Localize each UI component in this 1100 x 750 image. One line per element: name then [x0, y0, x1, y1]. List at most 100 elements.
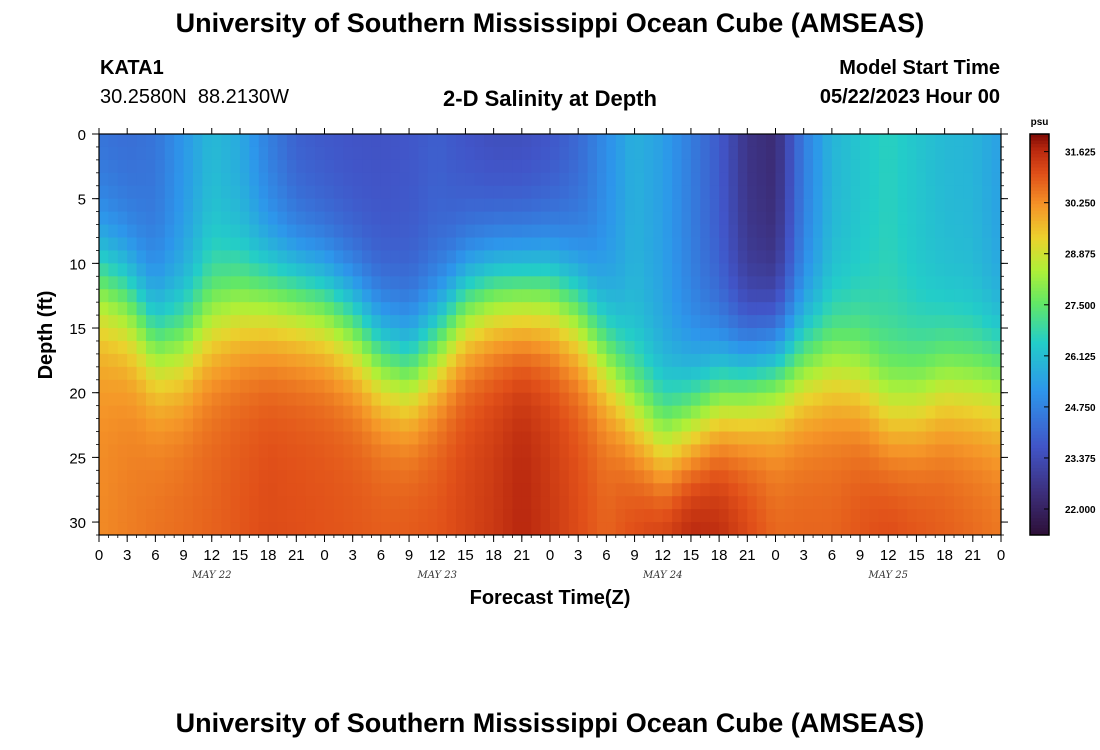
heatmap-cell [343, 276, 354, 290]
heatmap-cell [634, 146, 645, 161]
heatmap-cell [352, 146, 363, 161]
heatmap-cell [239, 211, 250, 226]
heatmap-cell [925, 211, 936, 226]
heatmap-cell [145, 353, 156, 368]
heatmap-cell [982, 470, 993, 484]
heatmap-cell [935, 431, 946, 446]
colorbar-segment [1030, 284, 1049, 289]
heatmap-cell [418, 198, 429, 213]
heatmap-cell [784, 134, 795, 148]
heatmap-cell [596, 146, 607, 161]
heatmap-cell [803, 509, 814, 523]
heatmap-cell [625, 315, 636, 329]
heatmap-cell [192, 353, 203, 368]
x-tick-label: 12 [654, 547, 671, 564]
colorbar-segment [1030, 244, 1049, 249]
heatmap-cell [850, 418, 861, 433]
heatmap-cell [672, 405, 683, 420]
heatmap-cell [615, 211, 626, 226]
heatmap-cell [427, 134, 438, 148]
heatmap-cell [484, 444, 495, 458]
heatmap-cell [954, 405, 965, 420]
heatmap-cell [183, 418, 194, 433]
colorbar-segment [1030, 367, 1049, 372]
heatmap-cell [653, 496, 664, 510]
heatmap-cell [643, 431, 654, 446]
heatmap-cell [155, 198, 166, 213]
heatmap-cell [850, 328, 861, 342]
heatmap-cell [371, 159, 382, 174]
heatmap-cell [578, 431, 589, 446]
heatmap-cell [878, 340, 889, 355]
heatmap-cell [315, 340, 326, 355]
heatmap-cell [380, 134, 391, 148]
heatmap-cell [737, 185, 748, 200]
heatmap-cell [728, 366, 739, 381]
heatmap-cell [916, 159, 927, 174]
heatmap-cell [935, 457, 946, 471]
heatmap-cell [860, 353, 871, 368]
heatmap-cell [108, 392, 119, 407]
heatmap-cell [578, 496, 589, 510]
heatmap-cell [380, 224, 391, 239]
heatmap-cell [164, 289, 175, 303]
colorbar-segment [1030, 167, 1049, 172]
heatmap-cell [202, 340, 213, 355]
heatmap-cell [409, 198, 420, 213]
heatmap-cell [418, 470, 429, 484]
heatmap-cell [108, 340, 119, 355]
heatmap-cell [831, 431, 842, 446]
heatmap-cell [775, 353, 786, 368]
heatmap-cell [446, 496, 457, 510]
heatmap-cell [925, 522, 936, 535]
heatmap-cell [709, 457, 720, 471]
heatmap-cell [747, 353, 758, 368]
heatmap-cell [108, 457, 119, 471]
heatmap-cell [803, 496, 814, 510]
heatmap-cell [465, 250, 476, 264]
heatmap-cell [596, 444, 607, 458]
heatmap-cell [766, 431, 777, 446]
heatmap-cell [784, 289, 795, 303]
heatmap-cell [897, 289, 908, 303]
heatmap-cell [145, 366, 156, 381]
heatmap-cell [286, 496, 297, 510]
heatmap-cell [888, 470, 899, 484]
heatmap-cell [324, 237, 335, 252]
heatmap-cell [888, 522, 899, 535]
heatmap-cell [456, 509, 467, 523]
heatmap-cell [437, 418, 448, 433]
heatmap-cell [296, 392, 307, 407]
heatmap-cell [606, 211, 617, 226]
heatmap-cell [944, 483, 955, 497]
heatmap-cell [268, 483, 279, 497]
heatmap-cell [860, 198, 871, 213]
heatmap-cell [202, 263, 213, 277]
x-tick-label: 6 [828, 547, 836, 564]
heatmap-cell [681, 418, 692, 433]
heatmap-cell [747, 250, 758, 264]
heatmap-cell [822, 418, 833, 433]
heatmap-cell [427, 483, 438, 497]
heatmap-cell [211, 211, 222, 226]
heatmap-cell [587, 185, 598, 200]
heatmap-cell [709, 289, 720, 303]
heatmap-cell [531, 353, 542, 368]
heatmap-cell [559, 496, 570, 510]
heatmap-cell [183, 328, 194, 342]
colorbar-segment [1030, 461, 1049, 466]
heatmap-cell [540, 250, 551, 264]
heatmap-cell [568, 509, 579, 523]
heatmap-cell [737, 250, 748, 264]
colorbar-segment [1030, 227, 1049, 232]
heatmap-cell [174, 146, 185, 161]
y-tick-label: 15 [69, 321, 86, 338]
heatmap-cell [521, 431, 532, 446]
heatmap-cell [343, 470, 354, 484]
heatmap-cell [249, 496, 260, 510]
heatmap-cell [230, 444, 241, 458]
heatmap-cell [493, 405, 504, 420]
heatmap-cell [427, 315, 438, 329]
heatmap-cell [192, 315, 203, 329]
heatmap-cell [390, 146, 401, 161]
